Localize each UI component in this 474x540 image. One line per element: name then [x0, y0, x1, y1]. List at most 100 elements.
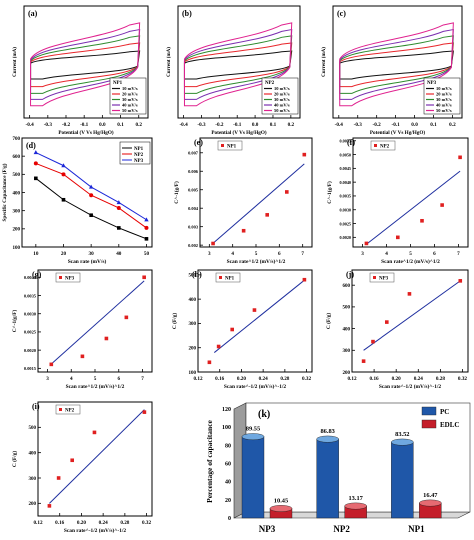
fit-line — [49, 409, 145, 504]
x-tick-label: 3 — [361, 251, 364, 257]
x-tick-label: 0.20 — [392, 376, 401, 382]
y-tick-label: 300 — [343, 349, 351, 354]
panel-label: (a) — [28, 9, 38, 18]
y-tick-label: 400 — [29, 451, 37, 456]
y-tick-label: 500 — [29, 426, 37, 431]
data-point — [241, 228, 246, 233]
data-point — [361, 359, 366, 363]
x-tick-label: 50 — [144, 251, 150, 257]
panel-label: (c) — [337, 9, 346, 18]
data-label: 10.45 — [274, 498, 288, 505]
data-point — [440, 203, 444, 207]
x-tick-label: 7 — [141, 376, 144, 382]
legend-swatch — [374, 144, 377, 147]
y-axis-label: Current (mA) — [322, 47, 327, 77]
data-label: 16.47 — [423, 492, 438, 499]
cv-curve — [339, 22, 454, 107]
x-tick-label: 0.28 — [436, 376, 445, 382]
legend-box — [55, 404, 81, 415]
legend-label: 10 mV/s — [122, 86, 138, 91]
x-tick-label: 0.28 — [120, 520, 129, 526]
legend-swatch — [373, 276, 376, 279]
y-tick-label: 400 — [343, 327, 351, 332]
y-tick-label: 300 — [13, 209, 21, 214]
bar — [316, 438, 339, 519]
axes-frame — [37, 269, 153, 373]
y-axis-label: Current (mA) — [167, 47, 172, 77]
data-point — [56, 476, 61, 480]
bar-top — [316, 435, 339, 443]
legend-label: 30 mV/s — [436, 97, 452, 102]
legend-label: NP1 — [227, 145, 237, 150]
x-tick-label: -0.1 — [233, 122, 242, 128]
legend-label: NP1 — [134, 147, 144, 152]
panel-label: (h) — [192, 270, 202, 279]
data-point — [207, 360, 212, 365]
y-tick-label: 0.0030 — [339, 208, 351, 213]
y-tick-label: 0.005 — [188, 188, 199, 193]
legend-label: NP1 — [225, 277, 235, 282]
data-point — [49, 362, 54, 367]
x-tick-label: -0.3 — [197, 122, 206, 128]
data-point — [364, 241, 369, 246]
x-tick-label: -0.4 — [179, 122, 188, 128]
x-tick-label: -0.4 — [335, 122, 344, 128]
fit-line — [213, 279, 305, 353]
legend-label: EDLC — [440, 421, 459, 429]
legend-box — [370, 140, 396, 151]
y-tick-label: 100 — [13, 246, 21, 251]
y-axis-label: Percentage of capacitance — [205, 419, 214, 502]
y-tick-label: 0 — [228, 516, 231, 522]
legend-label: 20 mV/s — [274, 92, 290, 97]
legend-label: PC — [440, 408, 449, 416]
data-point — [61, 172, 66, 177]
x-tick-label: NP3 — [259, 524, 276, 534]
bar — [241, 436, 265, 519]
x-tick-label: -0.2 — [62, 122, 71, 128]
panel-label: (k) — [258, 409, 270, 420]
panel-label: (g) — [32, 270, 42, 279]
panel-label: (b) — [182, 9, 192, 18]
x-axis-label: Scan rate^1/2 (mV/s)^1/2 — [381, 258, 440, 265]
legend-label: NP2 — [380, 145, 390, 150]
y-tick-label: 200 — [189, 347, 197, 352]
x-axis-label: Scan rate (mV/s) — [68, 258, 107, 265]
x-tick-label: 5 — [255, 251, 258, 257]
panel-h: 0.12 0.16 0.20 0.24 0.28 0.32 100 200 300 400 500 N… — [171, 269, 313, 390]
x-axis-label: Potential (V Vs Hg/HgO) — [211, 129, 267, 136]
legend-label: NP3 — [134, 159, 144, 164]
data-label: 13.17 — [348, 495, 363, 502]
x-tick-label: 0.24 — [259, 376, 268, 382]
legend-box — [369, 272, 395, 283]
y-tick-label: 0.0040 — [24, 275, 37, 280]
x-tick-label: 0.32 — [458, 376, 467, 382]
x-tick-label: 0.16 — [370, 376, 379, 382]
legend-label: NP2 — [134, 153, 144, 158]
x-tick-label: NP2 — [333, 524, 350, 534]
data-point — [144, 217, 149, 222]
y-tick-label: 600 — [343, 284, 351, 289]
data-point — [211, 241, 215, 246]
x-tick-label: 5 — [94, 376, 97, 382]
data-point — [88, 184, 94, 189]
data-point — [265, 213, 269, 217]
x-tick-label: 30 — [89, 251, 95, 257]
bar-top — [419, 499, 442, 507]
y-tick-label: 0.006 — [188, 169, 199, 174]
y-tick-label: 200 — [29, 502, 37, 507]
legend-swatch — [421, 406, 437, 416]
y-tick-label: 100 — [222, 425, 231, 431]
y-tick-label: 200 — [13, 228, 21, 233]
x-tick-label: 0.2 — [288, 122, 295, 128]
axes-frame — [332, 5, 463, 119]
fit-line — [363, 280, 461, 351]
y-tick-label: 0.0035 — [339, 194, 351, 199]
axes-frame — [352, 137, 469, 248]
data-point — [407, 292, 412, 296]
fit-line — [50, 280, 145, 365]
y-tick-label: 0.003 — [188, 224, 199, 229]
data-point — [61, 197, 66, 202]
x-tick-label: -0.2 — [215, 122, 224, 128]
axes-frame — [351, 269, 469, 373]
